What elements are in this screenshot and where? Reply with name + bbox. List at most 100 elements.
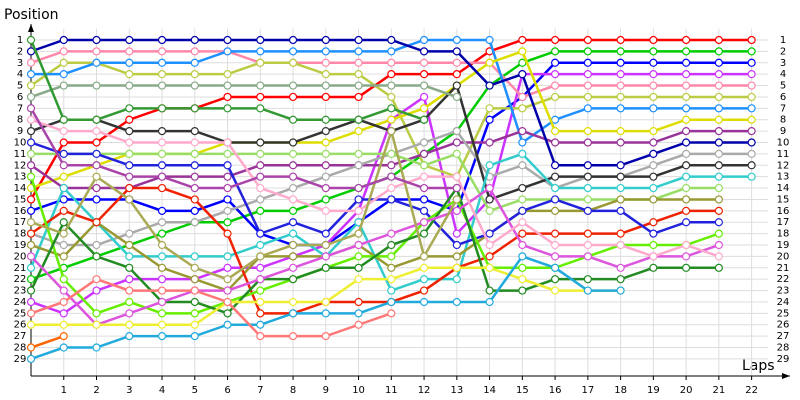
lap-marker [452,92,461,102]
lap-marker [354,309,363,318]
lap-marker [682,263,691,272]
lap-marker [354,70,363,79]
lap-marker [387,309,396,318]
lap-marker [682,47,691,56]
lap-marker [518,35,527,45]
lap-marker [321,149,330,158]
lap-marker [157,229,167,238]
lap-marker [288,138,298,147]
y-tick-label-right: 27 [777,331,790,342]
lap-marker [583,252,592,261]
lap-marker [125,81,134,90]
lap-marker [256,309,265,318]
lap-marker [485,58,494,67]
lap-marker [190,206,199,215]
lap-marker [157,35,167,45]
lap-marker [485,104,494,113]
lap-marker [26,343,36,352]
lap-marker [714,161,723,170]
lap-marker [59,115,68,124]
y-tick-label: 12 [14,160,27,171]
lap-marker [288,35,298,45]
lap-marker [223,206,232,215]
lap-marker [125,252,134,261]
lap-marker [550,35,560,45]
lap-marker [354,195,363,204]
lap-marker [485,286,494,295]
lap-marker [485,229,494,238]
lap-marker [59,252,68,261]
y-tick-label: 9 [17,126,23,137]
lap-marker [682,161,691,170]
x-tick-label: 10 [352,385,365,396]
lap-marker [714,195,723,204]
lap-marker [419,263,429,272]
lap-marker [125,127,134,136]
y-tick-label: 23 [14,286,27,297]
lap-marker [256,92,265,102]
lap-marker [321,240,330,250]
lap-marker [288,229,298,238]
lap-marker [682,138,691,147]
y-tick-label-right: 5 [780,81,786,92]
lap-marker [550,92,560,102]
lap-marker [59,218,68,227]
lap-marker [518,92,527,102]
lap-marker [747,47,756,56]
x-axis-label: Laps [742,358,775,374]
lap-marker [550,138,560,147]
lap-marker [550,229,560,238]
lap-marker [354,81,363,90]
lap-marker [387,240,396,250]
lap-marker [59,183,68,193]
lap-marker [419,172,429,181]
x-axis-arrow [782,373,790,379]
lap-marker [288,172,298,181]
lap-marker [321,263,330,272]
lap-marker [125,104,134,113]
lap-marker [518,127,527,136]
lap-marker [649,92,658,102]
lap-marker [550,183,560,193]
lap-marker [26,70,36,79]
y-tick-label: 21 [14,263,27,274]
lap-marker [92,149,101,158]
lap-marker [59,275,68,284]
lap-marker [747,161,756,170]
series-line [30,334,65,349]
lap-marker [223,286,232,295]
lap-marker [190,332,199,341]
lap-marker [354,127,363,136]
lap-marker [387,58,396,67]
lap-marker [354,320,363,329]
lap-marker [321,127,330,136]
lap-marker [616,58,625,67]
lap-marker [223,70,232,79]
lap-marker [59,206,68,215]
lap-marker [616,263,625,272]
lap-marker [682,127,691,136]
lap-marker [485,263,494,272]
lap-marker [714,252,723,261]
lap-marker [616,195,625,204]
lap-marker [485,183,494,193]
lap-marker [616,275,625,284]
lap-marker [550,58,560,67]
lap-marker [125,47,134,56]
lap-marker [354,297,363,307]
y-tick-label: 17 [14,217,27,228]
lap-marker [26,320,36,329]
y-tick-label: 4 [17,69,23,80]
y-tick-label-right: 16 [777,206,790,217]
lap-marker [747,35,756,45]
lap-marker [387,35,396,45]
lap-marker [452,81,461,90]
lap-marker [157,275,167,284]
lap-marker [157,81,167,90]
lap-marker [26,229,36,238]
lap-marker [682,183,691,193]
lap-marker [288,161,298,170]
lap-marker [256,35,265,45]
lap-marker [452,297,461,307]
lap-marker [125,183,134,193]
